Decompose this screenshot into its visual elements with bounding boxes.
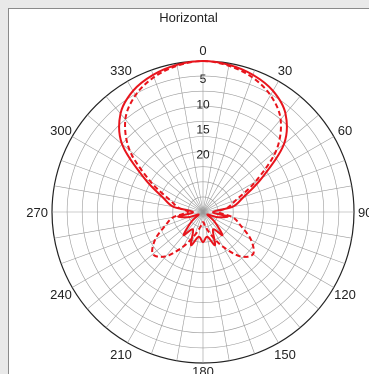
grid-spoke <box>105 96 204 213</box>
angle-label: 90 <box>358 205 369 220</box>
angle-label: 30 <box>278 63 292 78</box>
series-line-dashed <box>124 60 282 258</box>
angle-label: 0 <box>199 43 206 58</box>
grid-spoke <box>176 63 204 213</box>
grid-spoke <box>202 211 301 328</box>
grid-spoke <box>72 211 204 288</box>
grid-spoke <box>202 160 345 213</box>
chart-title: Horizontal <box>159 10 218 25</box>
series-line-solid <box>118 60 288 247</box>
grid-spoke <box>61 211 204 264</box>
grid-spoke <box>202 70 255 213</box>
angle-label: 150 <box>274 347 296 362</box>
grid-spoke <box>105 211 204 328</box>
grid-spoke <box>127 211 204 343</box>
angle-label: 330 <box>110 63 132 78</box>
radial-label: 20 <box>196 148 210 162</box>
grid-spoke <box>127 81 204 213</box>
grid-spoke <box>202 96 301 213</box>
angle-label: 240 <box>50 287 72 302</box>
angle-label: 270 <box>26 205 48 220</box>
grid-spoke <box>72 136 204 213</box>
chart-panel <box>8 8 369 374</box>
angle-label: 180 <box>192 364 214 374</box>
grid-spoke <box>87 114 204 213</box>
grid-spoke <box>202 211 279 343</box>
radial-label: 10 <box>196 97 210 111</box>
grid-spoke <box>202 81 279 213</box>
grid-spoke <box>202 211 334 288</box>
grid-spoke <box>202 114 319 213</box>
radial-label: 5 <box>200 72 207 86</box>
grid-spoke <box>61 160 204 213</box>
grid-spoke <box>202 211 345 264</box>
angle-label: 300 <box>50 123 72 138</box>
grid-spoke <box>151 70 204 213</box>
angle-label: 120 <box>334 287 356 302</box>
radial-label: 15 <box>196 123 210 137</box>
angle-label: 210 <box>110 347 132 362</box>
grid-spoke <box>202 63 230 213</box>
grid-spoke <box>202 136 334 213</box>
grid-spoke <box>87 211 204 310</box>
angle-label: 60 <box>338 123 352 138</box>
grid-spoke <box>202 211 319 310</box>
